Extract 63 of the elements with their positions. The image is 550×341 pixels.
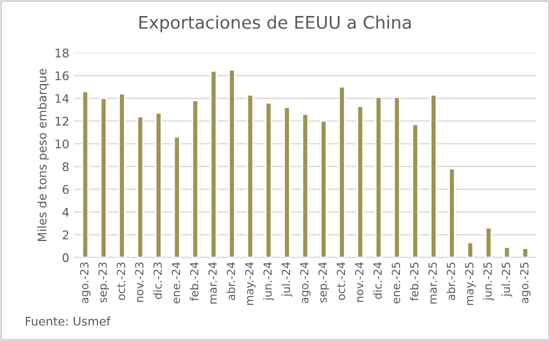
x-tick-label: may.-24 (245, 262, 256, 305)
y-tick-label: 10 (56, 140, 69, 148)
y-tick-label: 6 (62, 184, 69, 194)
y-tick-label: 18 (56, 48, 69, 58)
x-tick-label: abr.-24 (226, 262, 236, 300)
y-tick-label: 8 (62, 162, 69, 172)
bar (192, 100, 199, 258)
bar (338, 86, 346, 258)
bar (118, 93, 126, 258)
bar (136, 116, 144, 258)
bar (155, 112, 162, 258)
y-tick-label: 14 (56, 94, 69, 103)
source-note: Fuente: Usmef (26, 316, 111, 326)
x-tick-label: may.-25 (465, 262, 476, 305)
bar (522, 248, 529, 258)
bar (228, 69, 236, 258)
bar (356, 106, 364, 258)
bar (283, 106, 290, 258)
x-tick-label: ene.-25 (392, 262, 400, 304)
bar (265, 102, 272, 258)
y-tick-label: 2 (62, 230, 68, 240)
x-tick-label: dic.-24 (373, 262, 382, 299)
x-tick-label: ago.-25 (520, 262, 531, 304)
x-tick-label: nov.-23 (135, 262, 144, 302)
bar (302, 114, 309, 258)
x-tick-label: ago.-23 (80, 262, 91, 304)
bar (246, 94, 254, 258)
y-tick-label: 4 (62, 208, 69, 216)
x-tick-label: nov.-24 (355, 262, 364, 302)
bar (503, 246, 510, 258)
x-tick-label: sep.-24 (318, 262, 329, 302)
y-tick-label: 0 (62, 253, 69, 262)
bar (375, 96, 382, 258)
x-tick-label: feb.-25 (410, 262, 418, 301)
x-tick-label: mar.-25 (428, 262, 437, 304)
x-tick-label: jun.-24 (263, 262, 274, 301)
y-axis-title: Miles de tons peso embarque (37, 68, 49, 241)
bar (448, 168, 456, 258)
x-tick-label: sep.-23 (98, 262, 109, 302)
x-tick-label: ene.-24 (172, 262, 180, 304)
bar (412, 124, 419, 258)
x-tick-label: jul.-24 (282, 262, 292, 297)
x-tick-label: oct.-24 (336, 262, 346, 300)
x-tick-label: ago.-24 (300, 262, 311, 304)
bar (466, 242, 474, 258)
x-tick-label: mar.-24 (208, 262, 217, 304)
y-tick-label: 16 (56, 71, 69, 80)
x-tick-label: abr.-25 (446, 262, 456, 300)
y-tick-label: 12 (56, 116, 68, 126)
chart-title: Exportaciones de EEUU a China (139, 15, 411, 32)
x-tick-label: jun.-25 (483, 262, 494, 301)
bar (430, 94, 438, 258)
x-tick-label: feb.-24 (190, 262, 198, 301)
bar (82, 90, 89, 258)
bar (173, 136, 180, 258)
x-tick-label: jul.-25 (502, 262, 512, 297)
x-tick-label: dic.-23 (153, 262, 162, 299)
bar (320, 120, 328, 258)
bar (210, 70, 218, 258)
bar (485, 227, 492, 258)
bar (393, 96, 400, 258)
bar (100, 98, 108, 258)
x-tick-label: oct.-23 (116, 262, 126, 300)
